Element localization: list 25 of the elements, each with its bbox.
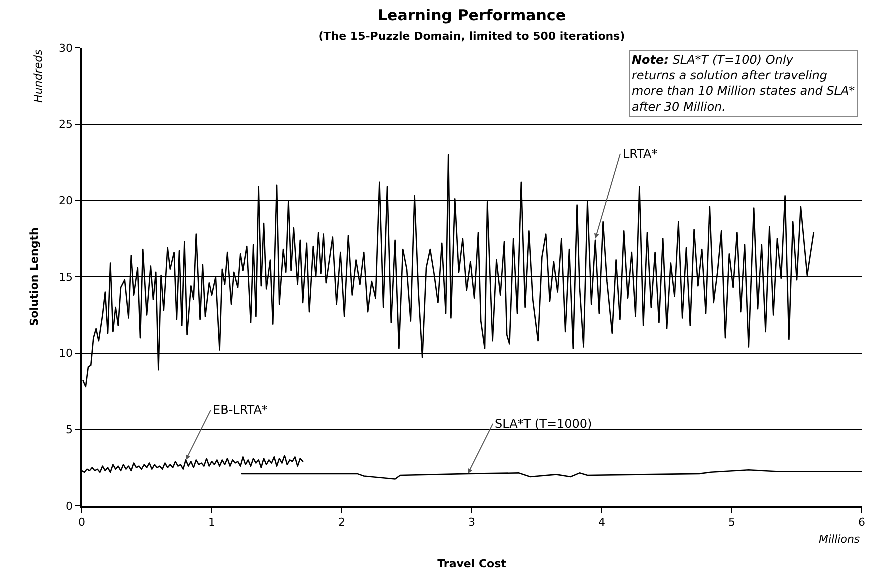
x-tick-label: 0 [78, 516, 86, 529]
y-tick-label: 15 [59, 270, 74, 284]
x-tick-label: 2 [338, 516, 346, 529]
annotation: LRTA* [623, 147, 658, 161]
x-axis-title: Travel Cost [438, 558, 506, 571]
y-tick-label: 5 [66, 424, 74, 437]
y-tick-label: 0 [66, 500, 74, 513]
x-tick-label: 4 [598, 516, 606, 529]
annotation: SLA*T (T=1000) [495, 417, 592, 431]
y-tick-label: 10 [59, 347, 74, 360]
y-axis-title: Solution Length [28, 228, 42, 326]
y-tick-label: 20 [59, 194, 74, 208]
line-series [241, 469, 862, 480]
annotation: EB-LRTA* [213, 403, 268, 417]
x-tick-label: 1 [208, 516, 216, 529]
annotation: Note: SLA*T (T=100) Only returns a solution after traveling more than 10 Million states and SLA* after 30 Million. [632, 53, 856, 114]
chart-title: Learning Performance [378, 6, 566, 24]
text: Hundreds [32, 49, 45, 103]
y-tick-label: 25 [59, 118, 74, 132]
x-tick-label: 5 [728, 516, 736, 529]
chart-subtitle: (The 15-Puzzle Domain, limited to 500 iterations) [318, 30, 626, 43]
y-tick-label: 30 [59, 42, 74, 55]
text: Millions [819, 533, 860, 546]
x-tick-label: 6 [858, 516, 866, 529]
x-tick-label: 3 [468, 516, 476, 529]
